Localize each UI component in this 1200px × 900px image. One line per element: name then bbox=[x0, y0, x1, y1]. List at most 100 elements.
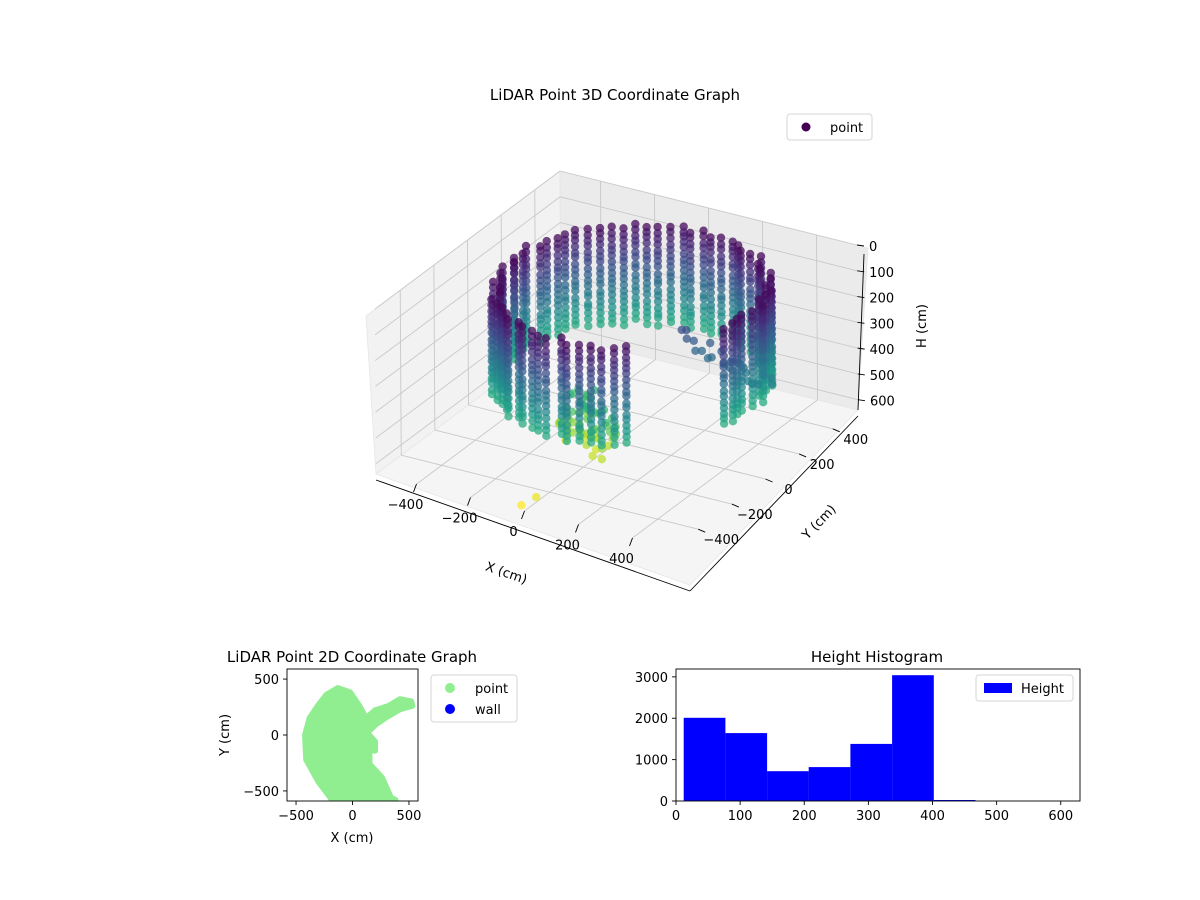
point-3d bbox=[758, 308, 767, 317]
point-3d bbox=[754, 295, 763, 304]
point-3d bbox=[570, 236, 580, 245]
point-3d bbox=[574, 357, 584, 366]
grid-line-y-floor bbox=[535, 354, 833, 430]
point-3d bbox=[607, 251, 616, 260]
point-3d bbox=[542, 260, 552, 269]
point-3d bbox=[541, 401, 551, 411]
point-3d bbox=[622, 438, 631, 447]
point-3d bbox=[560, 250, 570, 260]
point-3d bbox=[716, 233, 726, 242]
point-3d bbox=[521, 241, 531, 251]
point-3d bbox=[653, 297, 663, 306]
point-3d bbox=[518, 412, 527, 422]
point-3d bbox=[679, 260, 689, 269]
point-3d bbox=[748, 390, 757, 399]
histogram-bar bbox=[892, 675, 934, 801]
point-3d bbox=[517, 328, 527, 337]
point-3d bbox=[575, 402, 584, 411]
point-3d bbox=[519, 310, 528, 320]
point-3d bbox=[706, 329, 716, 338]
x-axis-label-2d: X (cm) bbox=[331, 831, 374, 846]
y-tick-label-histogram: 3000 bbox=[635, 671, 668, 686]
point-3d bbox=[666, 277, 675, 287]
point-3d bbox=[597, 367, 606, 377]
point-3d bbox=[699, 243, 708, 253]
point-3d bbox=[706, 248, 715, 257]
point-3d bbox=[561, 314, 570, 323]
z-tick-label-3d: 500 bbox=[870, 369, 895, 384]
point-3d bbox=[719, 345, 728, 354]
y-tick-label-3d: 400 bbox=[843, 433, 868, 448]
point-3d bbox=[533, 382, 543, 391]
x-tick-label-histogram: 200 bbox=[792, 809, 817, 824]
point-3d bbox=[518, 254, 527, 263]
point-3d bbox=[610, 417, 619, 426]
point-3d bbox=[767, 359, 777, 368]
point-3d bbox=[622, 381, 631, 390]
point-3d bbox=[666, 262, 675, 271]
point-3d bbox=[666, 307, 676, 316]
grid-line-y-side bbox=[399, 290, 402, 456]
point-3d bbox=[553, 273, 563, 282]
point-3d bbox=[536, 302, 545, 312]
point-3d bbox=[748, 323, 757, 332]
y-tick-3d bbox=[832, 428, 840, 433]
point-3d bbox=[699, 283, 709, 292]
point-3d bbox=[503, 320, 513, 329]
point-3d bbox=[586, 420, 596, 429]
point-3d bbox=[575, 436, 584, 445]
y-tick-label-2d: −500 bbox=[243, 785, 279, 800]
x-tick-label-2d: 0 bbox=[348, 809, 356, 824]
histogram-bar bbox=[933, 800, 976, 801]
point-3d bbox=[586, 387, 596, 396]
point-3d bbox=[542, 297, 552, 307]
x-tick-label-histogram: 600 bbox=[1048, 809, 1073, 824]
point-3d bbox=[504, 359, 513, 368]
point-3d bbox=[758, 346, 768, 355]
point-3d bbox=[610, 433, 619, 442]
point-3d bbox=[498, 262, 507, 271]
point-3d bbox=[543, 309, 552, 318]
legend-2d-marker-point bbox=[445, 683, 455, 693]
y-axis-label-3d: Y (cm) bbox=[799, 502, 840, 543]
y-tick-3d bbox=[765, 478, 773, 483]
point-3d bbox=[541, 352, 550, 361]
grid-line-z-back bbox=[560, 325, 859, 401]
point-3d bbox=[542, 253, 551, 262]
point-3d bbox=[728, 394, 737, 403]
point-3d bbox=[728, 336, 737, 345]
point-3d bbox=[631, 241, 640, 250]
point-3d bbox=[610, 405, 619, 414]
x-tick-3d bbox=[521, 510, 525, 520]
z-tick-3d bbox=[856, 244, 865, 247]
x-axis-label-3d: X (cm) bbox=[483, 560, 529, 588]
point-3d bbox=[586, 393, 596, 402]
histogram-bar bbox=[725, 733, 768, 801]
x-tick-label-3d: −200 bbox=[442, 512, 478, 527]
point-3d bbox=[767, 318, 777, 327]
point-3d bbox=[584, 308, 593, 317]
x-tick-label-3d: 400 bbox=[609, 552, 634, 567]
point-3d bbox=[533, 353, 543, 362]
point-3d bbox=[631, 314, 640, 323]
legend-histogram: Height bbox=[975, 674, 1074, 702]
point-3d bbox=[699, 318, 709, 328]
point-3d bbox=[609, 365, 619, 375]
point-3d bbox=[746, 300, 755, 309]
point-3d bbox=[719, 403, 729, 413]
point-3d bbox=[686, 278, 695, 287]
point-3d bbox=[561, 303, 570, 312]
grid-line-z-back bbox=[559, 170, 858, 246]
point-3d bbox=[682, 334, 691, 343]
point-3d bbox=[653, 262, 663, 271]
point-3d bbox=[706, 288, 715, 297]
histogram-frame bbox=[675, 668, 1081, 802]
legend-2d-marker-wall bbox=[445, 704, 455, 714]
y-axis-label-2d: Y (cm) bbox=[218, 714, 233, 757]
point-3d bbox=[518, 287, 528, 296]
point-3d bbox=[583, 224, 592, 234]
x-tick-label-2d: 500 bbox=[397, 809, 422, 824]
point-3d bbox=[583, 292, 593, 301]
point-3d bbox=[595, 240, 605, 249]
